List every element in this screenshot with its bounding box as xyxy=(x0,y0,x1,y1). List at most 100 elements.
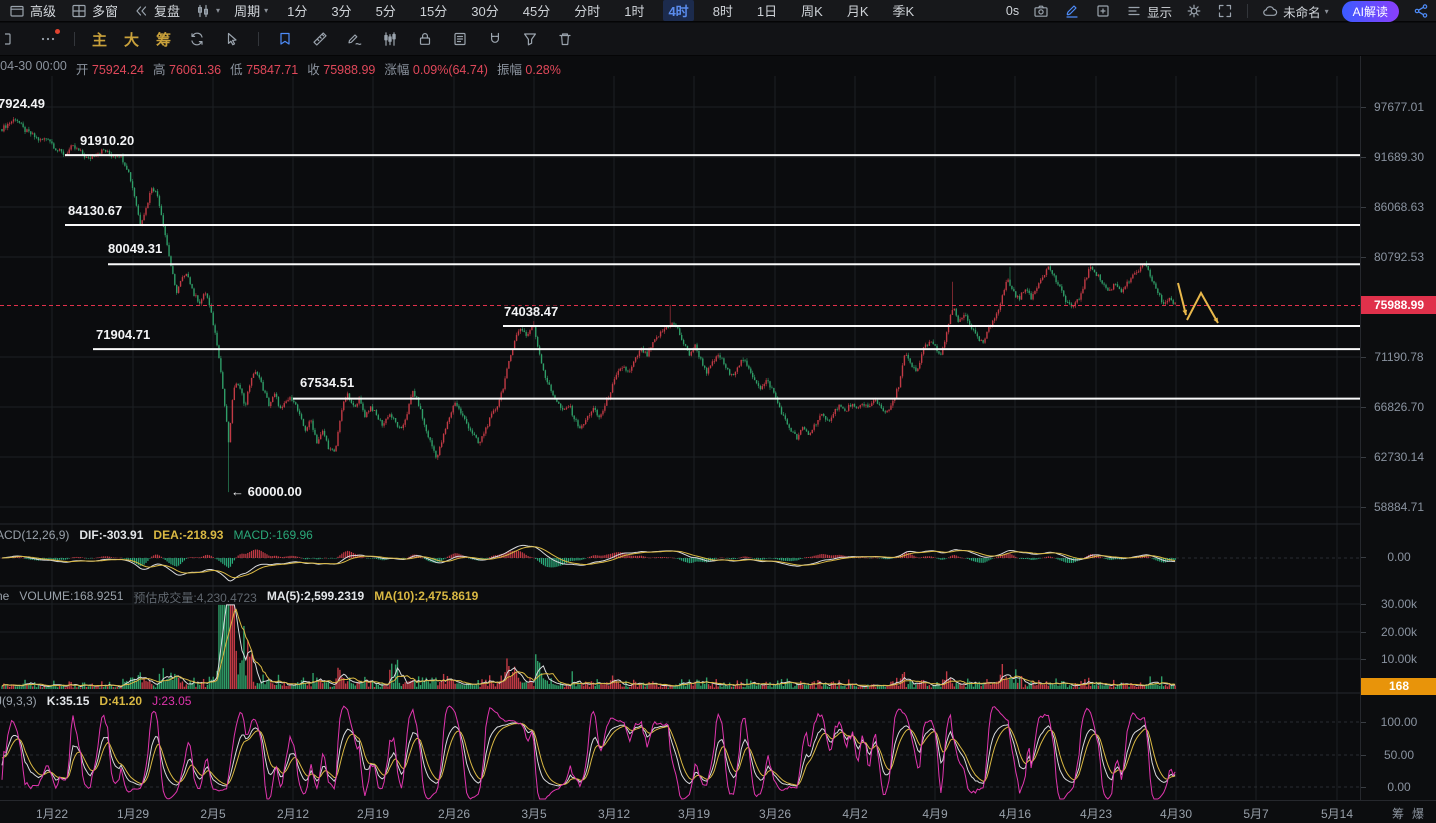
volume-tick: 10.00k xyxy=(1361,651,1436,667)
readout: J:23.05 xyxy=(152,694,192,708)
period-5分[interactable]: 5分 xyxy=(375,4,396,19)
workspace-menu[interactable]: 未命名 ▾ xyxy=(1261,2,1329,21)
menu-candle-type[interactable]: ▾ xyxy=(194,2,220,20)
menu-多窗[interactable]: 多窗 xyxy=(70,1,118,20)
period-4时[interactable]: 4时 xyxy=(663,0,694,21)
pen-wave-icon[interactable] xyxy=(346,30,364,48)
flag-icon[interactable] xyxy=(276,30,294,48)
current-price-badge: 75988.99 xyxy=(1361,296,1436,315)
ruler-icon[interactable] xyxy=(311,30,329,48)
kdj-tick: 100.00 xyxy=(1361,714,1436,730)
date-label: 4月2 xyxy=(842,807,868,821)
kdj-tick: 50.00 xyxy=(1361,747,1436,763)
gear-icon[interactable] xyxy=(1185,2,1203,20)
date-label: 5月14 xyxy=(1320,807,1354,821)
doc-edit-icon[interactable] xyxy=(451,30,469,48)
readout: DIF:-303.91 xyxy=(79,528,144,542)
camera-icon[interactable] xyxy=(1032,2,1050,20)
corner-toggle-筹[interactable]: 筹 xyxy=(1392,807,1405,821)
trash-icon[interactable] xyxy=(556,30,574,48)
price-axis[interactable]: 97677.01 91689.30 86068.63 80792.53 71190.78… xyxy=(1360,56,1436,800)
chevron-down-icon: ▾ xyxy=(264,6,269,15)
period-45分[interactable]: 45分 xyxy=(522,4,551,19)
corner-toggle-爆[interactable]: 爆 xyxy=(1412,807,1425,821)
kdj-tick: 0.00 xyxy=(1361,779,1436,795)
candles2-icon[interactable] xyxy=(381,30,399,48)
ai-interpret-button[interactable]: AI解读 xyxy=(1341,0,1399,22)
candle-type-icon[interactable] xyxy=(194,2,212,20)
price-tick: 58884.71 xyxy=(1361,499,1436,515)
price-tick: 80792.53 xyxy=(1361,249,1436,265)
kdj-readout: J(9,3,3) K:35.15 D:41.20 J:23.05 xyxy=(0,694,191,708)
expand-icon[interactable] xyxy=(1216,2,1234,20)
period-1分[interactable]: 1分 xyxy=(287,4,308,19)
lock-icon[interactable] xyxy=(416,30,434,48)
candlestick-chart[interactable]: 7924.49 91910.20 84130.67 80049.31 74038.47 7… xyxy=(0,76,1360,800)
price-tick: 91689.30 xyxy=(1361,149,1436,165)
period-3分[interactable]: 3分 xyxy=(331,4,352,19)
divider xyxy=(258,32,260,46)
period-周K[interactable]: 周K xyxy=(801,4,823,19)
date-label: 1月22 xyxy=(35,807,69,821)
readout: D:41.20 xyxy=(99,694,143,708)
period-月K[interactable]: 月K xyxy=(846,4,869,19)
menu-复盘[interactable]: 复盘 xyxy=(132,1,180,20)
date-label: 3月26 xyxy=(758,807,792,821)
period-1时[interactable]: 1时 xyxy=(624,4,645,19)
period-季K[interactable]: 季K xyxy=(892,4,915,19)
date-label: 5月7 xyxy=(1243,807,1269,821)
date-label: 3月5 xyxy=(521,807,547,821)
date-label: 4月9 xyxy=(922,807,948,821)
readout: 预估成交量:4,230.4723 xyxy=(133,591,257,605)
menu-label: 高级 xyxy=(30,4,57,19)
replay-icon[interactable] xyxy=(132,2,150,20)
funnel-icon[interactable] xyxy=(521,30,539,48)
volume-readout: ne VOLUME:168.9251 预估成交量:4,230.4723 MA(5):2… xyxy=(0,589,478,606)
period-分时[interactable]: 分时 xyxy=(574,4,601,19)
price-tick: 71190.78 xyxy=(1361,349,1436,365)
period-30分[interactable]: 30分 xyxy=(471,4,499,19)
ohlc-开: 开 75924.24 xyxy=(75,63,145,77)
share-icon[interactable] xyxy=(1412,2,1430,20)
price-tick: 86068.63 xyxy=(1361,199,1436,215)
cloud-icon[interactable] xyxy=(1261,2,1279,20)
multi-window-icon[interactable] xyxy=(70,2,88,20)
chart-area[interactable]: 7924.49 91910.20 84130.67 80049.31 74038.47 7… xyxy=(0,56,1360,800)
period-8时[interactable]: 8时 xyxy=(712,4,733,19)
display-menu[interactable]: 显示 xyxy=(1125,2,1172,21)
ohlc-涨幅: 涨幅 0.09%(64.74) xyxy=(384,63,488,77)
volume-tick: 30.00k xyxy=(1361,596,1436,612)
svg-text:74038.47: 74038.47 xyxy=(504,304,558,319)
date-label: 2月26 xyxy=(437,807,471,821)
divider xyxy=(1247,4,1249,18)
sync-icon[interactable] xyxy=(188,30,206,48)
menu-label: 周期 xyxy=(234,4,261,19)
menu-周期[interactable]: 周期 ▾ xyxy=(234,1,268,20)
period-1日[interactable]: 1日 xyxy=(756,4,778,19)
date-label: 4月16 xyxy=(998,807,1032,821)
date-label: 1月29 xyxy=(116,807,150,821)
magnet-icon[interactable] xyxy=(486,30,504,48)
period-15分[interactable]: 15分 xyxy=(419,4,448,19)
add-pane-icon[interactable] xyxy=(1094,2,1112,20)
menu-高级[interactable]: 高级 xyxy=(8,1,56,20)
readout: J(9,3,3) xyxy=(0,694,37,708)
pencil-icon[interactable] xyxy=(1063,2,1081,20)
cursor-icon[interactable] xyxy=(223,30,241,48)
price-tick: 66826.70 xyxy=(1361,399,1436,415)
half-pane-icon[interactable] xyxy=(4,30,22,48)
drawing-toolbar: 主大筹 xyxy=(0,23,1436,56)
time-axis[interactable]: 1月22 1月29 2月5 2月12 2月19 2月26 3月5 3月12 3月19 3月26 4月… xyxy=(0,800,1436,823)
svg-text:71904.71: 71904.71 xyxy=(96,327,150,342)
indicator-toggle-主[interactable]: 主 xyxy=(92,31,108,49)
indicator-toggle-筹[interactable]: 筹 xyxy=(156,31,172,49)
ohlc-高: 高 76061.36 xyxy=(153,63,222,77)
menu-label: 复盘 xyxy=(154,4,181,19)
indicator-toggle-大[interactable]: 大 xyxy=(124,31,140,49)
dots-icon[interactable] xyxy=(39,29,60,48)
list-icon[interactable] xyxy=(1125,2,1143,20)
window-icon[interactable] xyxy=(8,2,26,20)
date-label: 4月30 xyxy=(1159,807,1193,821)
price-tick: 97677.01 xyxy=(1361,99,1436,115)
